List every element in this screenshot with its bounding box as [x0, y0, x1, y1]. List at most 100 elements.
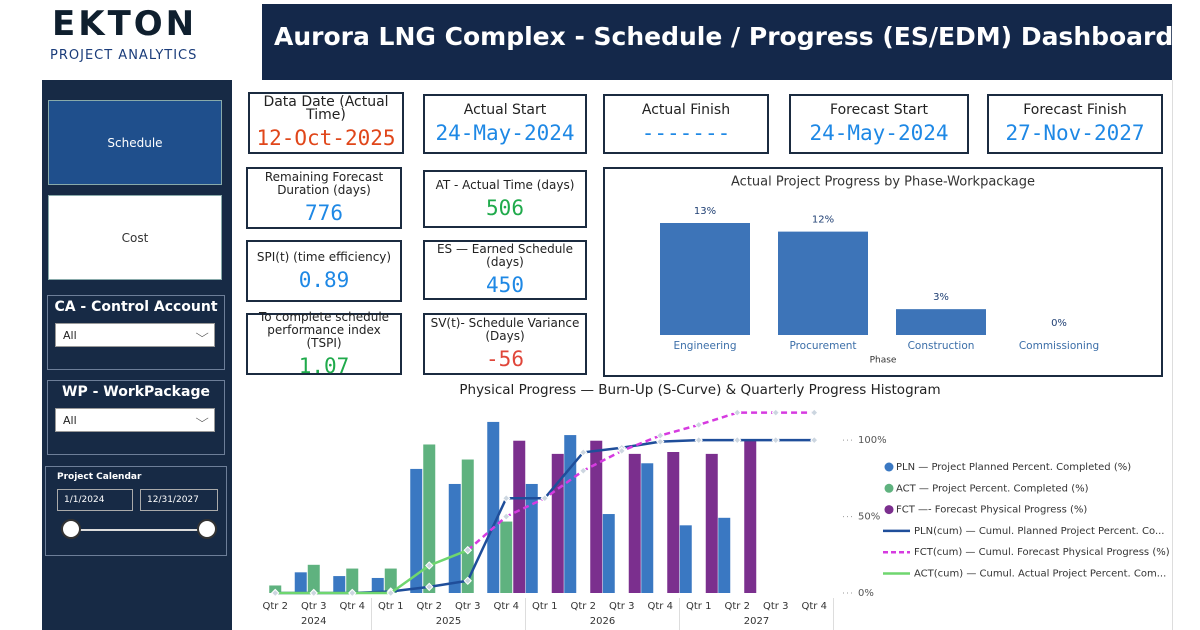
chart-frame: [603, 167, 1163, 377]
filter: WP - WorkPackage All ⌵: [47, 380, 225, 455]
x-tick-label: Construction: [908, 340, 975, 352]
kpi-card: Data Date (Actual Time) 12-Oct-2025: [248, 92, 404, 154]
legend-label: ACT — Project Percent. Completed (%): [896, 483, 1089, 494]
bar: [525, 483, 538, 593]
kpi-card: Actual Finish -------: [603, 94, 769, 154]
kpi-label: Data Date (Actual Time): [263, 94, 389, 123]
kpi-value: 24-May-2024: [809, 120, 949, 145]
x-tick-label: Qtr 2: [417, 601, 442, 612]
bar: [448, 483, 461, 593]
bar: [590, 440, 603, 593]
kpi-value: 12-Oct-2025: [256, 126, 396, 150]
logo-area: EKTON PROJECT ANALYTICS: [42, 0, 262, 80]
y2-tick-label: 0%: [858, 588, 874, 599]
nav-button[interactable]: Schedule: [48, 100, 222, 185]
dropdown-value: All: [63, 414, 77, 427]
x-tick-label: Qtr 4: [802, 601, 827, 612]
bar: [628, 453, 641, 593]
kpi-label: Forecast Finish: [1023, 101, 1127, 118]
kpi-label: Actual Start: [463, 101, 547, 118]
data-label: 13%: [694, 206, 716, 217]
bar: [384, 568, 397, 593]
point: [694, 420, 703, 430]
x-tick-label: Qtr 2: [725, 601, 750, 612]
slider-handle[interactable]: [61, 519, 81, 539]
bar: [896, 309, 986, 335]
x-tick-label: Qtr 4: [340, 601, 365, 612]
kpi-card: Forecast Start 24-May-2024: [789, 94, 969, 154]
kpi-label: SV(t)- Schedule Variance (Days): [430, 316, 580, 343]
title: Aurora LNG Complex - Schedule / Progress…: [274, 22, 1174, 51]
dropdown[interactable]: All ⌵: [55, 323, 215, 347]
bar: [551, 453, 564, 593]
nav-button[interactable]: Cost: [48, 195, 222, 280]
nav-label: Schedule: [107, 135, 163, 150]
x-tick-label: Qtr 4: [494, 601, 519, 612]
dropdown[interactable]: All ⌵: [55, 408, 215, 432]
bar: [641, 463, 654, 593]
bar: [487, 421, 500, 593]
legend-label: PLN — Project Planned Percent. Completed…: [896, 462, 1131, 473]
point: [733, 435, 742, 445]
slider-handle[interactable]: [197, 519, 217, 539]
x-tick-label: Qtr 1: [686, 601, 711, 612]
point: [810, 408, 819, 417]
filter-title: CA - Control Account: [54, 299, 218, 315]
kpi-value: 24-May-2024: [435, 120, 575, 145]
kpi-card: To complete schedule performance index (…: [246, 309, 402, 378]
bar: [660, 223, 750, 335]
point: [656, 431, 665, 440]
kpi-label: To complete schedule performance index (…: [258, 309, 390, 350]
kpi-value: 450: [486, 273, 524, 297]
kpi-card: Actual Start 24-May-2024: [423, 94, 587, 154]
point: [694, 435, 703, 445]
x-group-label: 2024: [301, 616, 326, 627]
bar: [705, 453, 718, 593]
point: [425, 582, 434, 592]
point: [617, 446, 626, 456]
dropdown-arrow: ⌵: [195, 412, 209, 425]
kpi-value: 27-Nov-2027: [1005, 120, 1145, 145]
point: [540, 494, 549, 503]
x-tick-label: Qtr 1: [378, 601, 403, 612]
filter: CA - Control Account All ⌵: [47, 295, 225, 370]
point: [386, 588, 395, 598]
kpi-value: 1.07: [298, 353, 350, 378]
x-axis-title: Phase: [870, 356, 897, 366]
data-label: 3%: [933, 292, 949, 303]
bar: [461, 459, 474, 593]
kpi-card: ES — Earned Schedule (days) 450: [423, 240, 587, 300]
kpi-card: Remaining Forecast Duration (days) 776: [246, 167, 402, 229]
filter-title: WP - WorkPackage: [62, 384, 210, 400]
date-input[interactable]: 1/1/2024: [57, 489, 133, 511]
bar: [371, 577, 384, 593]
point: [810, 435, 819, 445]
kpi-card: AT - Actual Time (days) 506: [423, 170, 587, 228]
kpi-card: SV(t)- Schedule Variance (Days) -56: [423, 313, 587, 375]
calendar-title: Project Calendar: [57, 472, 142, 482]
bar: [410, 468, 423, 593]
chart-title: Actual Project Progress by Phase-Workpac…: [731, 175, 1035, 190]
bar: [346, 568, 359, 593]
slider-track: [72, 529, 208, 531]
point: [425, 561, 434, 570]
x-tick-label: Commissioning: [1019, 340, 1099, 352]
chart-title: Physical Progress — Burn-Up (S-Curve) & …: [459, 382, 940, 398]
x-tick-label: Qtr 2: [571, 601, 596, 612]
bar: [679, 525, 692, 593]
date-input[interactable]: 12/31/2027: [140, 489, 218, 511]
bar: [423, 444, 436, 593]
x-tick-label: Procurement: [789, 340, 856, 352]
x-tick-label: Qtr 3: [609, 601, 634, 612]
bar: [513, 440, 526, 593]
bar: [667, 452, 680, 593]
point: [309, 588, 318, 598]
dropdown-value: All: [63, 329, 77, 342]
data-label: 0%: [1051, 318, 1067, 329]
point: [733, 408, 742, 417]
bar: [718, 517, 731, 593]
line: [466, 411, 815, 552]
kpi-value: -56: [486, 347, 524, 371]
